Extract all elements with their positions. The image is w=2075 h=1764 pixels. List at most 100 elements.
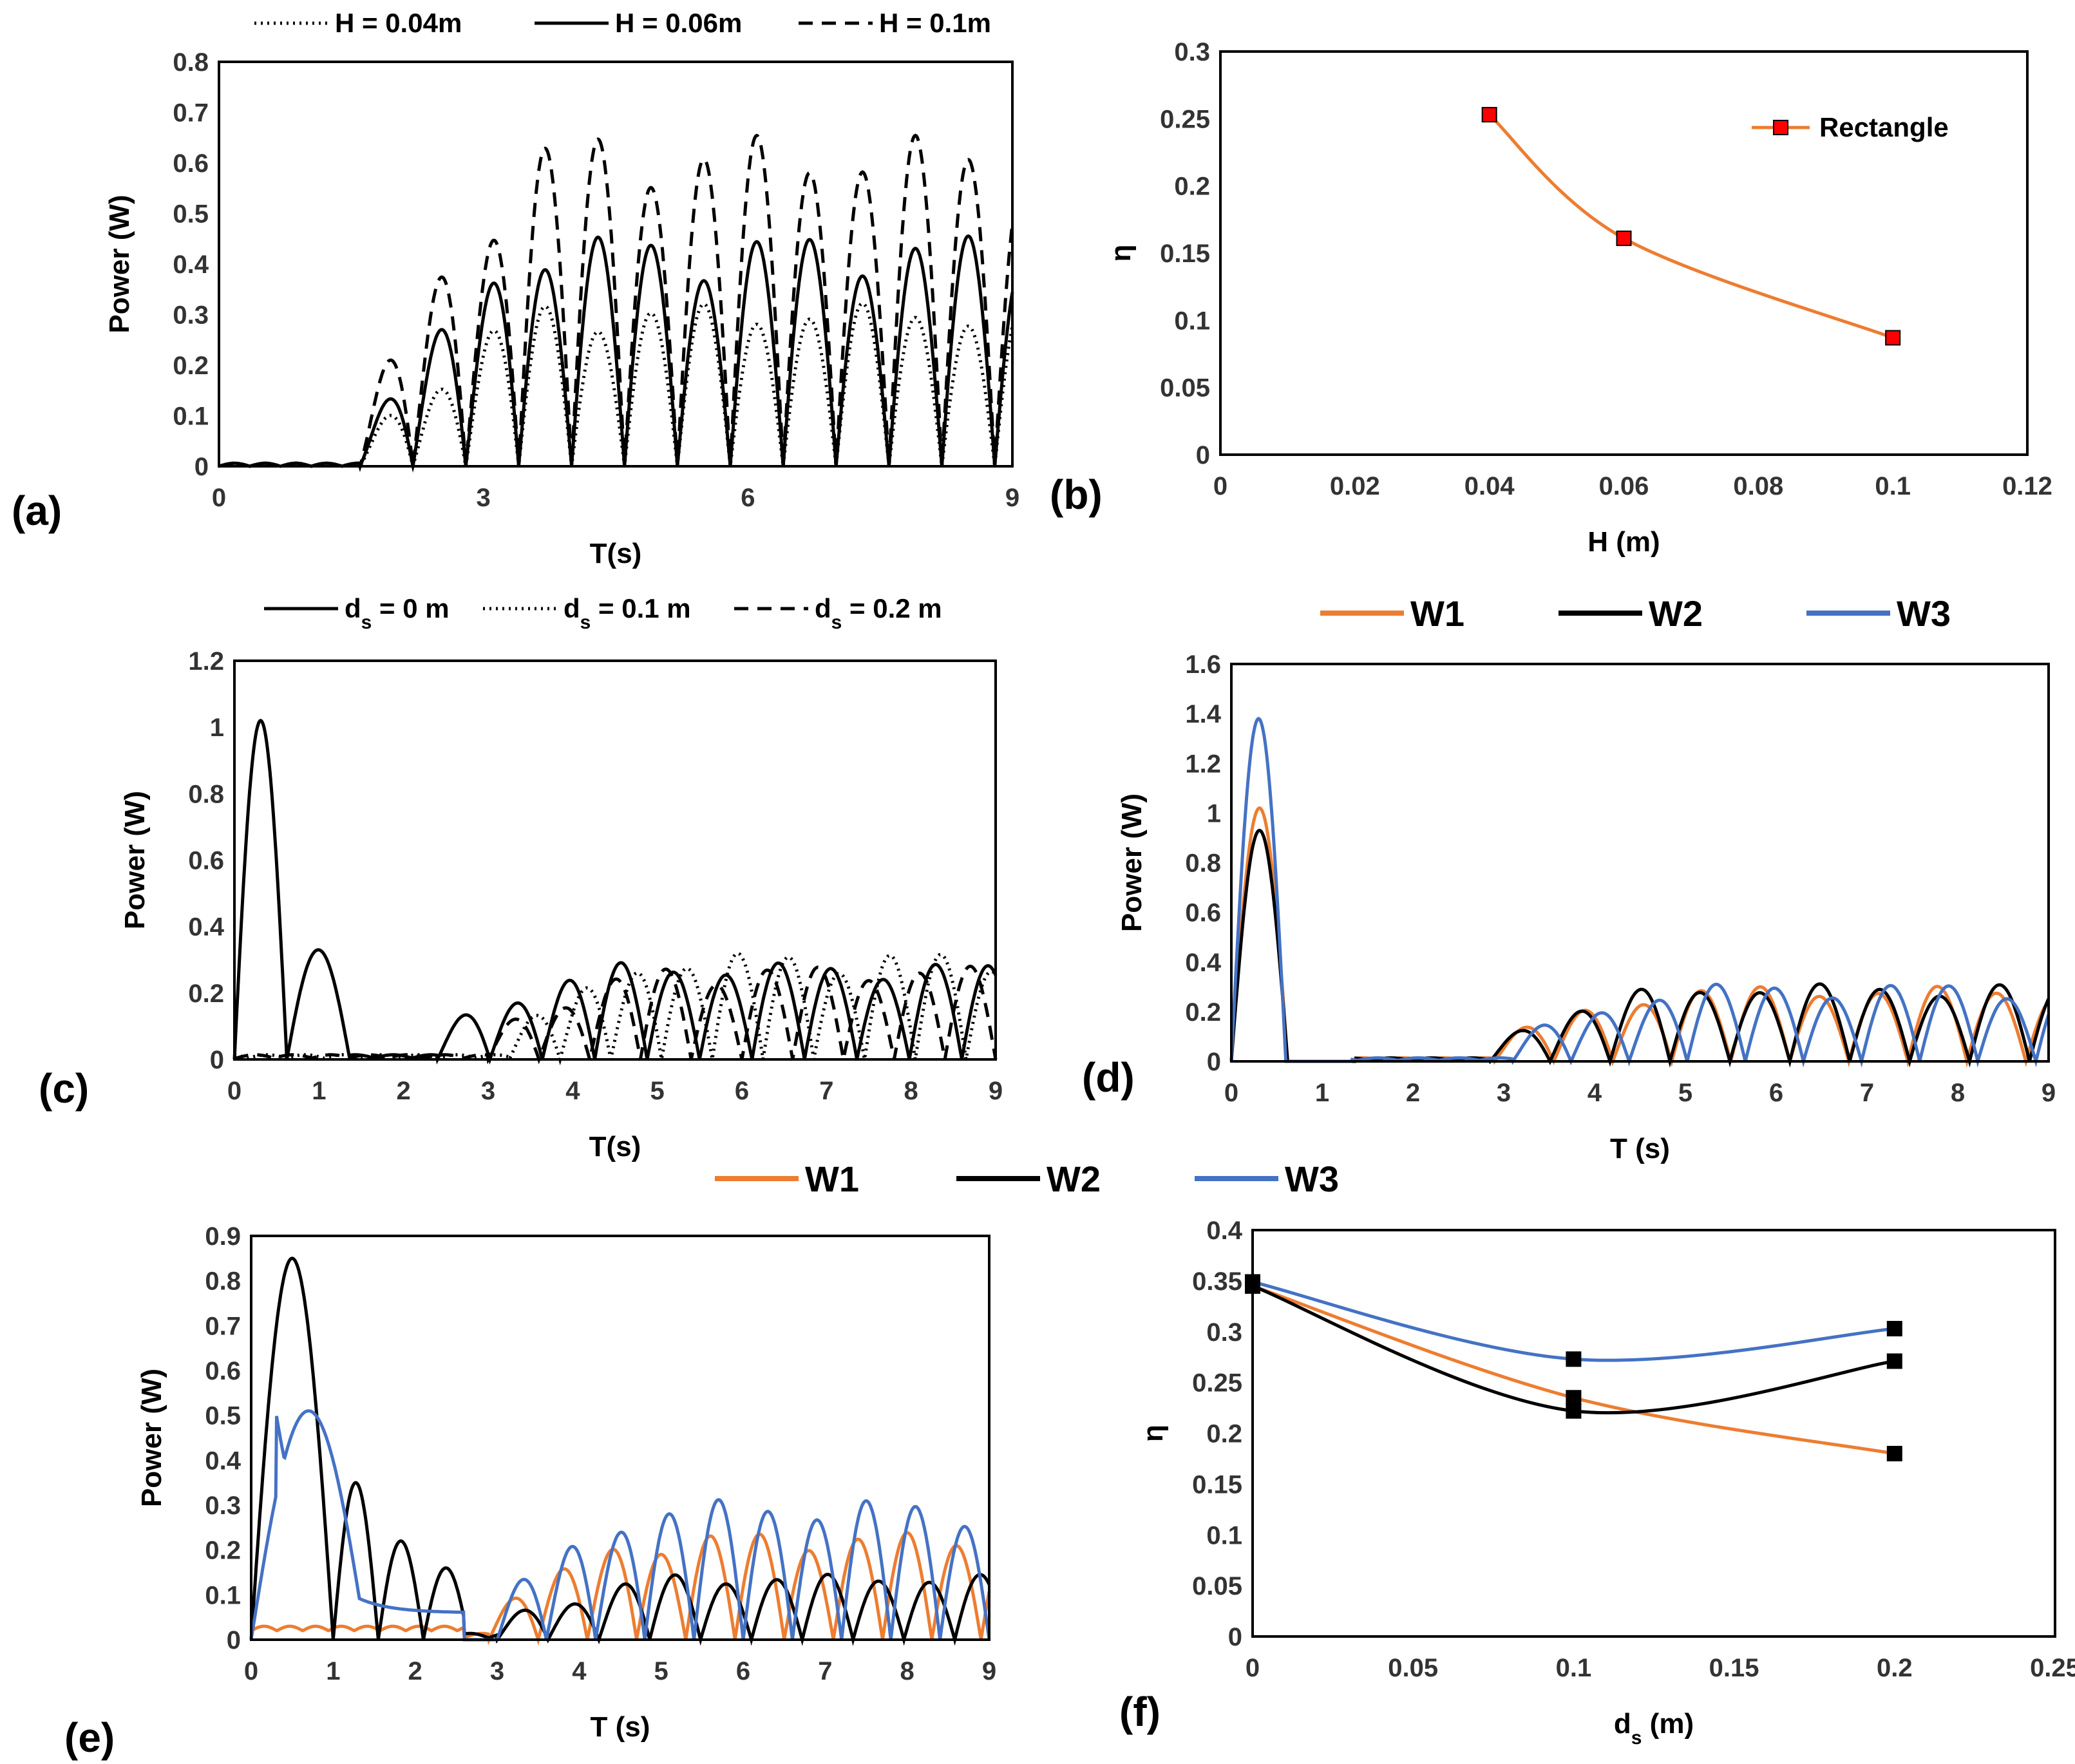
y-axis-label: Power (W) bbox=[119, 791, 151, 929]
x-tick-label: 0.15 bbox=[1709, 1654, 1759, 1682]
x-tick-label: 0 bbox=[227, 1077, 242, 1105]
y-tick-label: 0.1 bbox=[205, 1581, 241, 1609]
x-tick-label: 0.1 bbox=[1875, 472, 1911, 500]
x-tick-label: 4 bbox=[565, 1077, 580, 1105]
y-tick-label: 0.2 bbox=[205, 1537, 241, 1565]
chart-c: 0 0.2 0.4 0.6 0.8 1 1.2 0 1 2 3 4 5 6 7 8 9 T(s) Power (W)… bbox=[39, 593, 1003, 1162]
y-tick-label: 0 bbox=[1207, 1048, 1221, 1076]
x-tick-label: 8 bbox=[1951, 1079, 1965, 1107]
y-tick-label: 0.3 bbox=[1206, 1318, 1242, 1347]
x-tick-label: 2 bbox=[1406, 1079, 1420, 1107]
x-tick-label: 8 bbox=[904, 1077, 918, 1105]
y-tick-label: 1 bbox=[1207, 799, 1221, 828]
data-point bbox=[1566, 1390, 1582, 1406]
series-line bbox=[1488, 113, 1894, 339]
data-point bbox=[1886, 1321, 1902, 1337]
series-line bbox=[249, 1409, 991, 1642]
legend-label: W3 bbox=[1897, 593, 1951, 634]
y-tick-label: 0 bbox=[210, 1046, 224, 1074]
x-tick-label: 9 bbox=[1005, 484, 1019, 512]
y-tick-label: 0.2 bbox=[1206, 1420, 1242, 1448]
plot-frame bbox=[1219, 50, 2029, 456]
y-tick-label: 0.05 bbox=[1192, 1572, 1242, 1600]
x-axis-label: H (m) bbox=[1587, 526, 1660, 558]
series-line bbox=[232, 718, 998, 1065]
data-point bbox=[1885, 330, 1901, 346]
x-tick-label: 1 bbox=[326, 1657, 340, 1685]
y-tick-label: 0.25 bbox=[1160, 105, 1210, 133]
y-tick-label: 0.3 bbox=[1174, 38, 1210, 66]
y-tick-label: 0.1 bbox=[173, 403, 209, 431]
x-tick-label: 0 bbox=[1224, 1079, 1238, 1107]
x-axis-label: T (s) bbox=[1610, 1133, 1670, 1164]
plot-frame bbox=[233, 659, 997, 1061]
legend-label: ds = 0.1 m bbox=[564, 593, 691, 633]
plot-frame bbox=[1251, 1229, 2056, 1638]
x-tick-label: 0.04 bbox=[1464, 472, 1515, 500]
plot-frame bbox=[218, 61, 1014, 468]
x-axis-label: T(s) bbox=[590, 538, 642, 569]
x-tick-label: 4 bbox=[1587, 1079, 1602, 1107]
y-axis-label: Power (W) bbox=[104, 194, 135, 333]
y-tick-label: 0.3 bbox=[205, 1492, 241, 1520]
data-point bbox=[1616, 231, 1632, 247]
x-tick-label: 0.05 bbox=[1388, 1654, 1438, 1682]
x-tick-label: 5 bbox=[1678, 1079, 1692, 1107]
x-tick-label: 0.02 bbox=[1330, 472, 1380, 500]
chart-a: 0 0.1 0.2 0.3 0.4 0.5 0.6 0.7 0.8 0 3 6 9 T(s) Power (… bbox=[12, 8, 1019, 569]
x-tick-label: 0.06 bbox=[1599, 472, 1649, 500]
x-tick-label: 6 bbox=[741, 484, 755, 512]
x-tick-label: 7 bbox=[819, 1077, 833, 1105]
y-tick-label: 0.2 bbox=[1185, 998, 1221, 1027]
chart-e: 0 0.1 0.2 0.3 0.4 0.5 0.6 0.7 0.8 0.9 0 1 2 3 4 5 6 7 8 9 T … bbox=[64, 1159, 1339, 1761]
y-tick-label: 0 bbox=[227, 1626, 241, 1655]
y-tick-label: 0.7 bbox=[173, 99, 209, 128]
legend-label: H = 0.06m bbox=[615, 8, 742, 38]
x-tick-label: 0.2 bbox=[1877, 1654, 1913, 1682]
data-point bbox=[1886, 1353, 1902, 1369]
x-tick-label: 3 bbox=[477, 484, 491, 512]
data-point bbox=[1245, 1274, 1260, 1290]
y-axis-label: Power (W) bbox=[136, 1369, 167, 1507]
y-tick-label: 0.05 bbox=[1160, 374, 1210, 403]
series-line bbox=[249, 1257, 991, 1646]
x-tick-label: 7 bbox=[1860, 1079, 1874, 1107]
x-tick-label: 8 bbox=[900, 1657, 914, 1685]
x-tick-label: 4 bbox=[572, 1657, 587, 1685]
x-tick-label: 0 bbox=[244, 1657, 258, 1685]
y-tick-label: 0.4 bbox=[1185, 949, 1221, 977]
x-tick-label: 7 bbox=[818, 1657, 832, 1685]
legend-label: W1 bbox=[1410, 593, 1464, 634]
y-tick-label: 0.7 bbox=[205, 1312, 241, 1340]
y-axis-label: Power (W) bbox=[1116, 793, 1148, 932]
x-tick-label: 3 bbox=[1497, 1079, 1511, 1107]
x-tick-label: 6 bbox=[736, 1657, 750, 1685]
legend-label: ds = 0 m bbox=[345, 593, 450, 633]
data-point bbox=[1566, 1403, 1582, 1419]
data-point bbox=[1886, 1446, 1902, 1462]
x-tick-label: 0.25 bbox=[2030, 1654, 2075, 1682]
x-tick-label: 5 bbox=[654, 1657, 668, 1685]
x-tick-label: 0.12 bbox=[2002, 472, 2052, 500]
x-tick-label: 3 bbox=[481, 1077, 495, 1105]
x-tick-label: 9 bbox=[989, 1077, 1003, 1105]
legend-label: H = 0.1m bbox=[879, 8, 991, 38]
y-tick-label: 0.6 bbox=[188, 847, 224, 875]
legend-label: H = 0.04m bbox=[335, 8, 462, 38]
x-tick-label: 3 bbox=[490, 1657, 504, 1685]
series-line bbox=[1229, 806, 2050, 1068]
series-line bbox=[234, 951, 997, 1066]
series-line bbox=[218, 234, 1014, 471]
x-tick-label: 1 bbox=[1315, 1079, 1329, 1107]
y-tick-label: 0.6 bbox=[173, 149, 209, 178]
y-tick-label: 0.1 bbox=[1174, 307, 1210, 335]
y-tick-label: 1.2 bbox=[1185, 750, 1221, 778]
y-tick-label: 0.15 bbox=[1160, 240, 1210, 268]
legend-label: W2 bbox=[1047, 1159, 1101, 1199]
x-tick-label: 2 bbox=[397, 1077, 411, 1105]
legend-label: W1 bbox=[805, 1159, 859, 1199]
legend-label: W3 bbox=[1285, 1159, 1339, 1199]
x-tick-label: 0 bbox=[212, 484, 226, 512]
x-tick-label: 1 bbox=[312, 1077, 326, 1105]
y-tick-label: 0.1 bbox=[1206, 1521, 1242, 1550]
